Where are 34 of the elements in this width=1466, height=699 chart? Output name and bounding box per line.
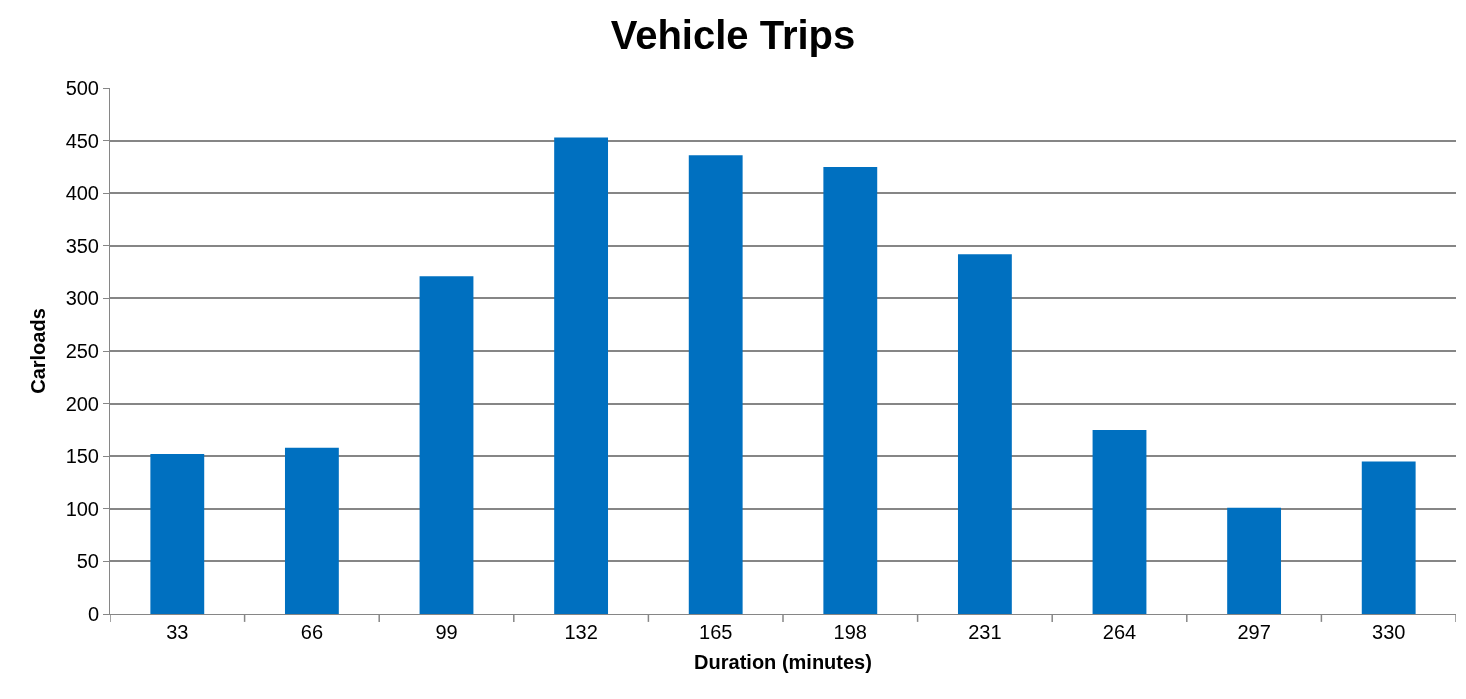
x-tick-label: 198 xyxy=(833,621,867,643)
bar xyxy=(284,447,339,614)
x-tick-label: 264 xyxy=(1102,621,1137,643)
bar xyxy=(419,276,474,614)
y-tick-label: 50 xyxy=(76,550,99,573)
x-tick-label: 165 xyxy=(699,621,733,643)
x-tick-label: 231 xyxy=(968,621,1002,643)
x-tick-label: 99 xyxy=(435,621,458,643)
y-tick-label: 400 xyxy=(65,182,99,205)
y-tick-label: 250 xyxy=(65,340,99,362)
bar xyxy=(1092,429,1147,614)
bar xyxy=(957,254,1012,614)
y-tick-label: 100 xyxy=(65,497,99,520)
y-tick-label: 300 xyxy=(65,287,99,310)
chart-title: Vehicle Trips xyxy=(610,12,856,57)
bar xyxy=(150,454,205,614)
bar xyxy=(554,137,609,614)
y-axis-title: Carloads xyxy=(27,308,50,394)
bar xyxy=(688,155,743,614)
x-tick-label: 33 xyxy=(166,621,189,643)
x-tick-label: 330 xyxy=(1372,621,1406,643)
y-tick-label: 500 xyxy=(65,77,99,99)
y-tick-label: 450 xyxy=(65,129,99,152)
x-tick-label: 297 xyxy=(1237,621,1271,643)
y-tick-label: 350 xyxy=(65,234,99,257)
y-tick-label: 200 xyxy=(65,392,99,415)
x-axis-title: Duration (minutes) xyxy=(694,650,872,673)
bar xyxy=(1227,507,1282,614)
bar xyxy=(1361,461,1416,614)
y-tick-label: 0 xyxy=(87,603,99,625)
bar xyxy=(823,166,878,614)
x-tick-label: 66 xyxy=(300,621,324,643)
x-tick-label: 132 xyxy=(564,621,598,643)
y-tick-label: 150 xyxy=(65,445,99,468)
